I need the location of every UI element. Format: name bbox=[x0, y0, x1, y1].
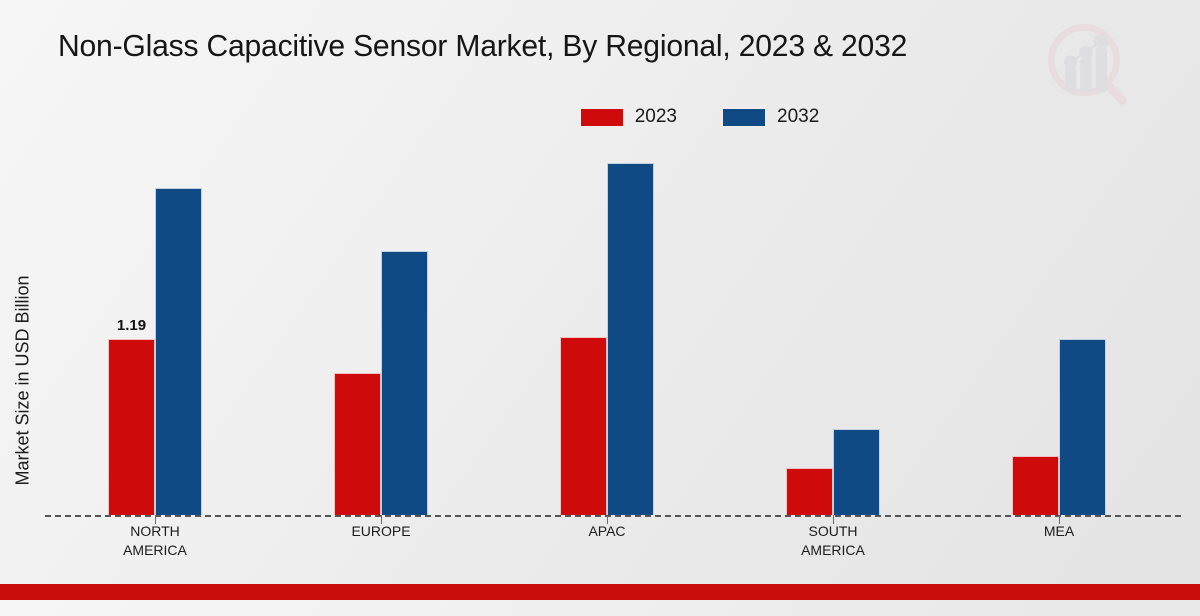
legend-label-2032: 2032 bbox=[777, 106, 820, 127]
bar-2023[interactable]: 1.19 bbox=[108, 317, 155, 515]
bar-pair bbox=[786, 130, 880, 515]
bar-pair bbox=[560, 130, 654, 515]
bar-2032[interactable] bbox=[1059, 338, 1106, 515]
bar-pair bbox=[1012, 130, 1106, 515]
bar-pair bbox=[334, 130, 428, 515]
bar-2032[interactable] bbox=[155, 187, 202, 515]
bar-2023[interactable] bbox=[786, 467, 833, 515]
bar-2032[interactable] bbox=[381, 251, 428, 515]
category-label-line: EUROPE bbox=[351, 523, 411, 539]
bar-2023[interactable] bbox=[1012, 455, 1059, 515]
bar-pair: 1.19 bbox=[108, 130, 202, 515]
category-label-line: APAC bbox=[588, 523, 626, 539]
bar-group: APAC bbox=[500, 130, 726, 539]
legend-swatch-2032 bbox=[723, 108, 765, 126]
x-axis-baseline bbox=[45, 515, 1181, 517]
x-axis-tick bbox=[833, 515, 834, 524]
legend-item-2032[interactable]: 2032 bbox=[723, 106, 819, 128]
legend-swatch-2023 bbox=[580, 108, 623, 126]
category-label-line: AMERICA bbox=[801, 542, 865, 558]
bar-group: MEA bbox=[952, 130, 1178, 539]
bar-2032[interactable] bbox=[833, 429, 880, 515]
bar-group: EUROPE bbox=[274, 130, 500, 539]
legend-item-2023[interactable]: 2023 bbox=[580, 106, 677, 128]
x-axis-tick bbox=[155, 515, 156, 524]
category-label-line: AMERICA bbox=[123, 542, 187, 558]
bar-group: 1.19 NORTH AMERICA bbox=[48, 130, 274, 558]
x-axis-category-label: EUROPE bbox=[334, 522, 428, 541]
x-axis-category-label: SOUTH AMERICA bbox=[786, 522, 880, 560]
chart-title: Non-Glass Capacitive Sensor Market, By R… bbox=[58, 28, 908, 63]
x-axis-tick bbox=[607, 515, 608, 524]
x-axis-category-label: NORTH AMERICA bbox=[108, 522, 202, 560]
legend-label-2023: 2023 bbox=[634, 106, 677, 127]
bar-2023[interactable] bbox=[560, 337, 607, 515]
category-label-line: MEA bbox=[1043, 523, 1075, 539]
y-axis-title: Market Size in USD Billion bbox=[12, 275, 33, 486]
plot-area: Market Size in USD Billion 1.19 NORTH AMER… bbox=[13, 130, 1181, 558]
x-axis-tick bbox=[381, 515, 382, 524]
x-axis-tick bbox=[1059, 515, 1060, 524]
bar-value-label: 1.19 bbox=[116, 316, 147, 334]
footer-accent-band bbox=[0, 584, 1200, 600]
x-axis-category-label: APAC bbox=[560, 522, 654, 541]
x-axis-category-label: MEA bbox=[1012, 522, 1106, 541]
category-label-line: SOUTH bbox=[808, 523, 858, 539]
category-label-line: NORTH bbox=[130, 523, 180, 539]
bar-2032[interactable] bbox=[607, 162, 654, 515]
bar-group: SOUTH AMERICA bbox=[726, 130, 952, 558]
bar-groups: 1.19 NORTH AMERICA EUROPE APAC SOUTH AMERICA ME… bbox=[48, 130, 1178, 558]
bar-2023[interactable] bbox=[334, 372, 381, 515]
chart-legend: 2023 2032 bbox=[0, 106, 1200, 128]
